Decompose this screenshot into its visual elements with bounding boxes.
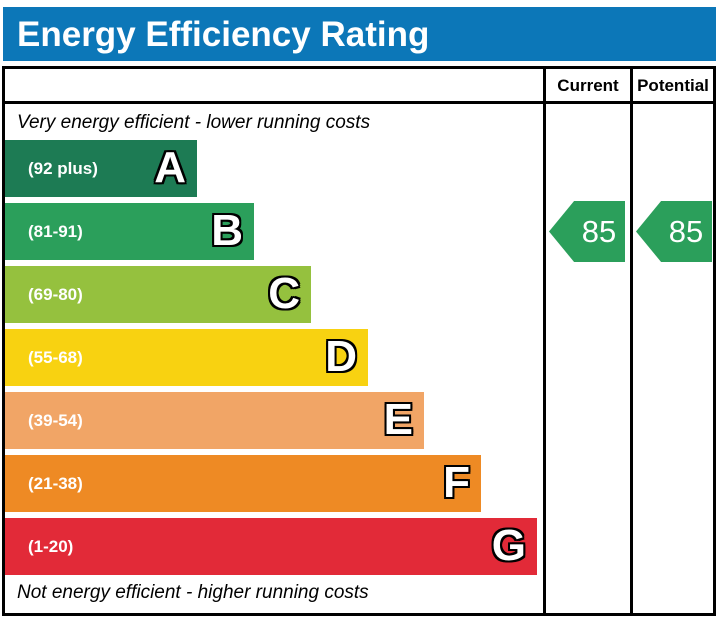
band-d: (55-68) D [5, 329, 368, 386]
caption-very-efficient: Very energy efficient - lower running co… [17, 112, 371, 133]
rating-bands: (92 plus) A (81-91) B (69-80) C (55-68) … [5, 140, 540, 581]
band-f: (21-38) F [5, 455, 481, 512]
band-range-label: (55-68) [28, 347, 83, 367]
band-letter: D [325, 331, 357, 381]
rating-chart: Current Potential Very energy efficient … [2, 66, 716, 616]
band-range-label: (21-38) [28, 473, 83, 493]
band-letter: C [268, 268, 300, 318]
column-separator-current [543, 69, 546, 613]
band-range-label: (69-80) [28, 284, 83, 304]
current-rating-value: 85 [581, 213, 617, 249]
band-g: (1-20) G [5, 518, 537, 575]
band-c: (69-80) C [5, 266, 311, 323]
band-range-label: (81-91) [28, 221, 83, 241]
column-header-current: Current [557, 76, 619, 95]
header-divider [5, 101, 713, 104]
current-rating-arrow: 85 [549, 201, 625, 262]
potential-rating-value: 85 [668, 213, 704, 249]
band-e: (39-54) E [5, 392, 424, 449]
band-range-label: (1-20) [28, 536, 74, 556]
band-letter: A [154, 142, 186, 192]
band-range-label: (92 plus) [28, 158, 98, 178]
band-range-label: (39-54) [28, 410, 83, 430]
band-letter: B [211, 205, 243, 255]
column-header-potential: Potential [637, 76, 709, 95]
band-letter: G [491, 520, 526, 570]
band-letter: F [443, 457, 470, 507]
title-bar: Energy Efficiency Rating [3, 7, 716, 61]
page-title: Energy Efficiency Rating [17, 15, 430, 54]
potential-rating-arrow: 85 [636, 201, 712, 262]
band-b: (81-91) B [5, 203, 254, 260]
caption-not-efficient: Not energy efficient - higher running co… [17, 582, 369, 603]
band-a: (92 plus) A [5, 140, 197, 197]
column-separator-potential [630, 69, 633, 613]
band-letter: E [383, 394, 413, 444]
